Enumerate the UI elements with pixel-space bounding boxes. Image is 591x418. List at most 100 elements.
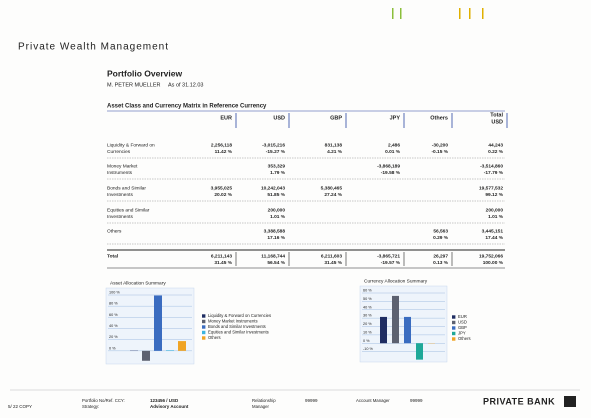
- chart-title: Asset Allocation Summary: [110, 280, 166, 286]
- cell-value: 5,380,465: [321, 185, 343, 191]
- y-tick-label: 0 %: [109, 346, 116, 350]
- page-number: 5/ 22 COPY: [8, 404, 32, 409]
- bar: [404, 316, 411, 344]
- cell-value: 31.45 %: [324, 260, 342, 266]
- cell-value: 2,486: [388, 142, 400, 148]
- rm-label: Manager: [252, 404, 270, 409]
- cell-value: -19.57 %: [381, 260, 401, 266]
- top-marks: [392, 8, 484, 19]
- overview-title: Portfolio Overview: [107, 68, 182, 78]
- row-label: Others: [107, 228, 122, 234]
- cell-value: 11.42 %: [215, 149, 233, 155]
- am-label: Account Manager: [356, 398, 390, 403]
- y-tick-label: -10 %: [363, 347, 374, 351]
- cell-value: 11,168,744: [261, 253, 285, 259]
- y-tick-label: 0 %: [363, 339, 370, 343]
- y-tick-label: 20 %: [363, 322, 372, 326]
- chart-frame: [359, 285, 448, 363]
- cell-value: 10,242,043: [261, 185, 285, 191]
- y-tick-label: 10 %: [363, 330, 372, 334]
- cell-value: 19,752,066: [479, 253, 503, 259]
- cell-value: 20.02 %: [214, 192, 232, 198]
- y-tick-label: 100 %: [109, 291, 120, 295]
- brand: PRIVATE BANK: [483, 396, 555, 406]
- legend-swatch: [202, 314, 206, 318]
- cell-value: 0.22 %: [488, 149, 504, 155]
- legend-swatch: [452, 331, 456, 336]
- row-label: Investments: [107, 214, 133, 220]
- cell-value: 44,243: [488, 142, 503, 148]
- column-header: USD: [273, 115, 285, 121]
- row-label: Equities and Similar: [107, 207, 150, 213]
- legend-swatch: [452, 326, 456, 330]
- legend-swatch: [452, 337, 456, 341]
- cell-value: -3,015,216: [262, 142, 285, 148]
- ref-value: Advisory Account: [150, 404, 189, 409]
- legend-label: Others: [458, 336, 471, 341]
- header-title: Private Wealth Management: [18, 42, 169, 53]
- client-name: M. PETER MUELLER: [107, 82, 161, 88]
- bar: [154, 295, 162, 351]
- column-header: Total: [490, 112, 503, 118]
- cell-value: 27.24 %: [324, 192, 342, 198]
- ref-label: Strategy:: [82, 404, 99, 409]
- y-tick-label: 60 %: [109, 313, 118, 317]
- row-label: Money Market: [107, 163, 138, 169]
- y-tick-label: 50 %: [363, 297, 372, 301]
- row-label: Currencies: [107, 149, 131, 155]
- ref-label: Portfolio No/Ref. CCY:: [82, 398, 125, 403]
- cell-value: 1.01 %: [270, 214, 286, 220]
- cell-value: 3,955,025: [211, 185, 233, 191]
- cell-value: 3,445,151: [482, 228, 504, 234]
- bar: [142, 350, 150, 361]
- legend-label: EUR: [458, 314, 467, 319]
- cell-value: 4.21 %: [327, 149, 343, 155]
- cell-value: 6,211,143: [211, 253, 232, 259]
- cell-value: 2,256,118: [211, 142, 232, 148]
- cell-value: -30,200: [432, 142, 449, 148]
- y-tick-label: 40 %: [363, 305, 372, 309]
- cell-value: 26,297: [433, 253, 448, 259]
- row-label: Bonds and Similar: [107, 185, 146, 191]
- legend-label: Money Market Instruments: [208, 319, 258, 324]
- bar: [416, 343, 423, 360]
- legend-swatch: [452, 320, 456, 325]
- cell-value: 19,577,532: [479, 185, 503, 191]
- row-label: Liquidity & Forward on: [107, 142, 155, 148]
- cell-value: 31.45 %: [214, 260, 232, 266]
- logo: PB: [566, 400, 575, 406]
- cell-value: -19.58 %: [381, 170, 401, 176]
- legend-label: Bonds and Similar Investments: [208, 324, 266, 329]
- cell-value: 353,329: [268, 163, 286, 169]
- footer: 5/ 22 COPY Portfolio No/Ref. CCY: Strate…: [8, 389, 580, 409]
- legend-swatch: [452, 315, 456, 319]
- cell-value: 0.29 %: [433, 235, 449, 241]
- y-tick-label: 40 %: [109, 324, 118, 328]
- cell-value: 56.54 %: [267, 260, 285, 266]
- cell-value: 3,388,588: [264, 228, 286, 234]
- legend-label: Equities and Similar Investments: [208, 330, 269, 335]
- cell-value: 200,000: [268, 207, 286, 213]
- legend-swatch: [202, 336, 206, 340]
- table-title: Asset Class and Currency Matrix in Refer…: [107, 104, 267, 110]
- ref-value: 123456 / USD: [150, 398, 179, 403]
- column-header: USD: [491, 119, 503, 125]
- cell-value: 1.01 %: [488, 214, 504, 220]
- cell-value: -3,865,721: [377, 253, 400, 259]
- bar: [392, 295, 399, 344]
- bar: [166, 350, 174, 351]
- y-tick-label: 60 %: [363, 289, 372, 293]
- cell-value: 831,138: [325, 142, 343, 148]
- rm-label: Relationship: [252, 398, 276, 403]
- cell-value: 1.79 %: [270, 170, 286, 176]
- am-value: 99999: [410, 398, 423, 403]
- column-header: GBP: [330, 115, 342, 121]
- legend-swatch: [202, 325, 206, 329]
- cell-value: -17.79 %: [484, 170, 504, 176]
- cell-value: 0.01 %: [385, 149, 401, 155]
- y-tick-label: 20 %: [109, 335, 118, 339]
- legend-label: Liquidity & Forward on Currencies: [208, 313, 271, 318]
- cell-value: -15.27 %: [266, 149, 286, 155]
